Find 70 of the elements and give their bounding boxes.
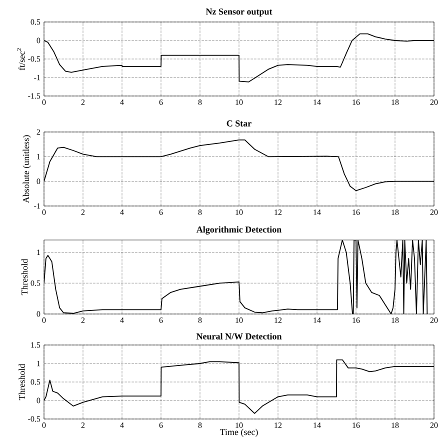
- x-tick-label: 2: [81, 318, 84, 323]
- x-tick-label: 14: [314, 318, 321, 323]
- x-tick-label: 4: [120, 318, 124, 323]
- x-tick-label: 12: [274, 210, 282, 215]
- x-tick-label: 20: [430, 422, 438, 428]
- x-tick-label: 18: [392, 422, 399, 428]
- x-tick-label: 6: [159, 422, 163, 428]
- x-tick-label: 20: [430, 318, 438, 323]
- y-tick-label: -1.5: [28, 93, 40, 99]
- y-tick-label: 0.5: [30, 19, 40, 25]
- y-axis-title: Absolute (unitless): [22, 135, 31, 204]
- y-tick-label: -1: [34, 203, 40, 209]
- x-tick-label: 16: [352, 318, 360, 323]
- x-tick-label: 10: [236, 318, 243, 323]
- x-tick-label: 2: [81, 422, 84, 428]
- x-tick-label: 4: [120, 422, 124, 428]
- x-tick-label: 0: [42, 100, 46, 105]
- y-tick-label: 0.5: [30, 379, 40, 385]
- x-tick-label: 6: [159, 210, 163, 215]
- x-tick-label: 6: [159, 318, 163, 323]
- x-tick-label: 4: [120, 210, 124, 215]
- y-tick-label: 1: [37, 154, 40, 160]
- x-tick-label: 6: [159, 100, 163, 105]
- x-tick-label: 20: [430, 210, 438, 215]
- y-axis-title: Threshold: [21, 258, 28, 296]
- x-tick-label: 16: [352, 100, 360, 105]
- y-tick-label: 0.5: [30, 280, 40, 286]
- x-tick-label: 10: [236, 100, 243, 105]
- x-tick-label: 8: [198, 100, 202, 105]
- y-tick-label: 0: [36, 38, 40, 44]
- y-tick-label: 1.5: [31, 342, 40, 348]
- y-tick-label: -0.5: [28, 416, 40, 422]
- x-tick-label: 8: [198, 210, 202, 215]
- y-tick-label: 2: [36, 129, 40, 135]
- chart-title: Algorithmic Detection: [196, 226, 282, 234]
- x-tick-label: 16: [352, 210, 360, 215]
- x-tick-label: 0: [42, 210, 46, 215]
- x-tick-label: 18: [392, 318, 399, 323]
- x-tick-label: 18: [392, 210, 399, 215]
- x-tick-label: 8: [198, 422, 202, 428]
- x-tick-label: 16: [352, 422, 360, 428]
- x-tick-label: 10: [236, 422, 243, 428]
- y-tick-label: -1: [34, 74, 40, 80]
- x-tick-label: 2: [81, 210, 84, 215]
- x-tick-label: 12: [274, 100, 282, 105]
- x-tick-label: 14: [314, 422, 321, 428]
- x-tick-label: 0: [42, 318, 46, 323]
- y-tick-label: 0: [36, 178, 40, 184]
- chart-title: Neural N/W Detection: [196, 333, 282, 340]
- x-tick-label: 8: [198, 318, 202, 323]
- y-tick-label: 1: [37, 250, 40, 255]
- x-tick-label: 18: [392, 100, 399, 105]
- x-tick-label: 0: [42, 422, 46, 428]
- x-tick-label: 2: [81, 100, 84, 105]
- y-tick-label: -0.5: [28, 56, 40, 62]
- y-tick-label: 0: [36, 311, 40, 317]
- y-tick-label: 0: [36, 398, 40, 404]
- chart-title: C Star: [226, 120, 252, 126]
- y-tick-label: 1: [37, 360, 40, 366]
- x-tick-label: 4: [120, 100, 124, 105]
- x-tick-label: 20: [430, 100, 438, 105]
- x-tick-label: 14: [314, 210, 321, 215]
- y-axis-title: ft/sec$^{2}$: [16, 48, 25, 70]
- x-axis-title: Time (sec): [220, 428, 258, 437]
- x-tick-label: 12: [274, 422, 282, 428]
- x-tick-label: 12: [274, 318, 282, 323]
- chart-title: Nz Sensor output: [206, 8, 272, 16]
- y-axis-title: Threshold: [18, 364, 25, 400]
- x-tick-label: 14: [314, 100, 321, 105]
- x-tick-label: 10: [236, 210, 243, 215]
